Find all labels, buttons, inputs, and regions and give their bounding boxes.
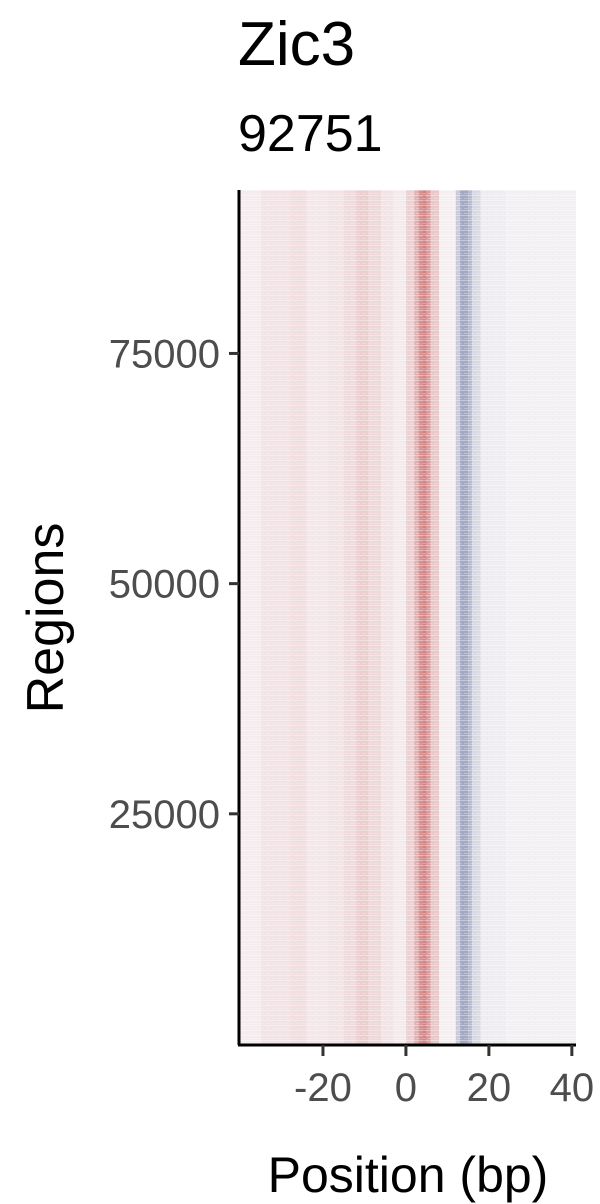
- x-tick-label-1: 0: [395, 1066, 417, 1110]
- chart-title: Zic3: [238, 10, 356, 79]
- x-tick-label-2: 20: [467, 1066, 512, 1110]
- x-tick-label-0: -20: [294, 1066, 352, 1110]
- y-tick-label-2: 75000: [109, 332, 220, 376]
- y-tick-label-1: 50000: [109, 563, 220, 607]
- texture-overlay: [240, 190, 576, 1044]
- y-tick-label-0: 25000: [109, 793, 220, 837]
- x-tick-label-3: 40: [550, 1066, 595, 1110]
- axes: 25000 50000 75000 -20 0 20 40: [109, 190, 594, 1110]
- chart-subtitle: 92751: [238, 105, 383, 163]
- y-axis-label: Regions: [17, 522, 75, 714]
- x-axis-label: Position (bp): [267, 1147, 549, 1203]
